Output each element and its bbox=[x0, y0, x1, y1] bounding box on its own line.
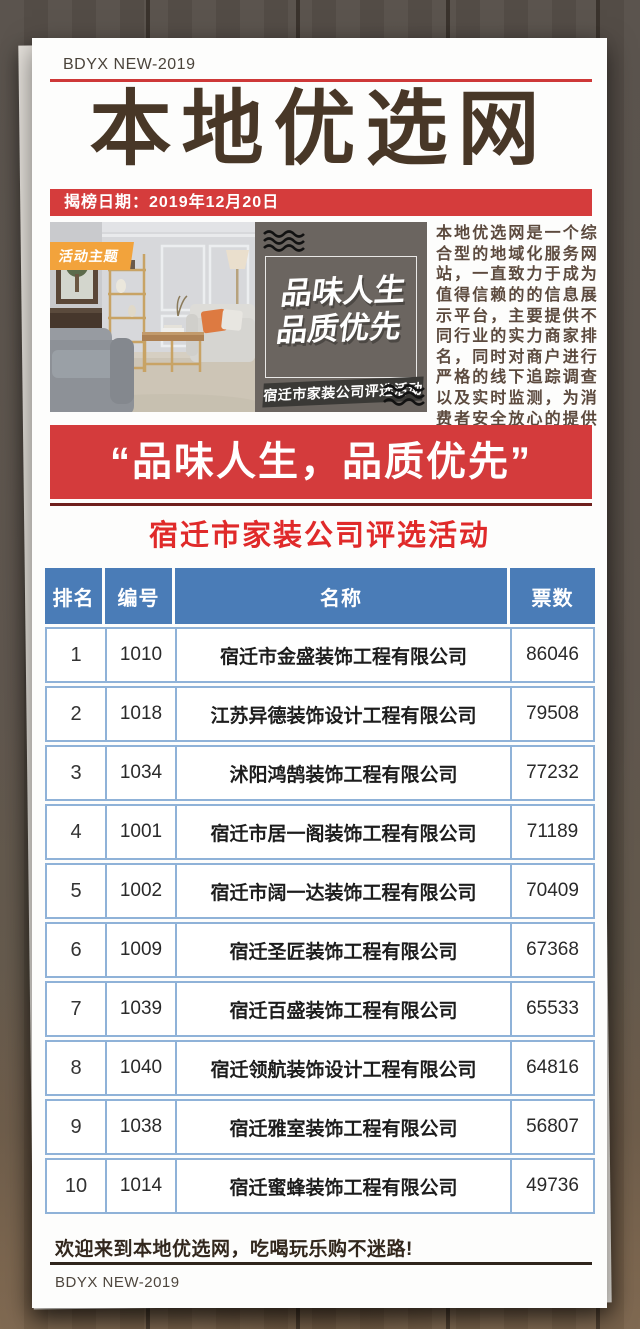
ranking-table: 排名 编号 名称 票数 1 1010 宿迁市金盛装饰工程有限公司 86046 2… bbox=[45, 565, 595, 1217]
cell-votes: 56807 bbox=[510, 1099, 595, 1155]
top-red-rule bbox=[50, 79, 592, 82]
cell-rank: 9 bbox=[45, 1099, 105, 1155]
cell-code: 1039 bbox=[105, 981, 175, 1037]
table-header-row: 排名 编号 名称 票数 bbox=[45, 568, 595, 624]
cell-name: 宿迁市金盛装饰工程有限公司 bbox=[175, 627, 510, 683]
cell-rank: 7 bbox=[45, 981, 105, 1037]
cell-code: 1038 bbox=[105, 1099, 175, 1155]
cell-votes: 70409 bbox=[510, 863, 595, 919]
cell-name: 沭阳鸿鹄装饰工程有限公司 bbox=[175, 745, 510, 801]
header-votes: 票数 bbox=[510, 568, 595, 624]
cell-votes: 65533 bbox=[510, 981, 595, 1037]
photo-tag: 活动主题 bbox=[50, 242, 134, 270]
cell-rank: 3 bbox=[45, 745, 105, 801]
overlay-slogan: 品味人生 品质优先 bbox=[250, 271, 432, 350]
cell-name: 宿迁市居一阁装饰工程有限公司 bbox=[175, 804, 510, 860]
cell-code: 1009 bbox=[105, 922, 175, 978]
cell-code: 1018 bbox=[105, 686, 175, 742]
bottom-dark-rule bbox=[50, 1262, 592, 1265]
cell-votes: 71189 bbox=[510, 804, 595, 860]
cell-name: 宿迁百盛装饰工程有限公司 bbox=[175, 981, 510, 1037]
slogan-banner: “品味人生，品质优先” bbox=[50, 425, 592, 499]
overlay-frame bbox=[265, 256, 417, 378]
living-room-photo: 活动主题 bbox=[50, 222, 255, 412]
welcome-line: 欢迎来到本地优选网，吃喝玩乐购不迷路! bbox=[55, 1239, 413, 1260]
cell-code: 1034 bbox=[105, 745, 175, 801]
cell-code: 1001 bbox=[105, 804, 175, 860]
cell-votes: 49736 bbox=[510, 1158, 595, 1214]
cell-votes: 64816 bbox=[510, 1040, 595, 1096]
table-row: 10 1014 宿迁蜜蜂装饰工程有限公司 49736 bbox=[45, 1158, 595, 1214]
cell-rank: 5 bbox=[45, 863, 105, 919]
site-title: 本地优选网 bbox=[89, 84, 550, 175]
table-row: 7 1039 宿迁百盛装饰工程有限公司 65533 bbox=[45, 981, 595, 1037]
table-row: 5 1002 宿迁市阔一达装饰工程有限公司 70409 bbox=[45, 863, 595, 919]
cell-name: 江苏异德装饰设计工程有限公司 bbox=[175, 686, 510, 742]
table-row: 8 1040 宿迁领航装饰设计工程有限公司 64816 bbox=[45, 1040, 595, 1096]
header-name: 名称 bbox=[175, 568, 510, 624]
table-row: 3 1034 沭阳鸿鹄装饰工程有限公司 77232 bbox=[45, 745, 595, 801]
cell-code: 1014 bbox=[105, 1158, 175, 1214]
cell-votes: 79508 bbox=[510, 686, 595, 742]
cell-rank: 10 bbox=[45, 1158, 105, 1214]
cell-name: 宿迁领航装饰设计工程有限公司 bbox=[175, 1040, 510, 1096]
cell-votes: 67368 bbox=[510, 922, 595, 978]
wavy-lines-icon bbox=[383, 384, 425, 406]
cell-name: 宿迁雅室装饰工程有限公司 bbox=[175, 1099, 510, 1155]
header-rank: 排名 bbox=[45, 568, 105, 624]
header-code: 编号 bbox=[105, 568, 175, 624]
table-row: 1 1010 宿迁市金盛装饰工程有限公司 86046 bbox=[45, 627, 595, 683]
poster-paper: BDYX NEW-2019 本地优选网 揭榜日期：2019年12月20日 bbox=[32, 38, 607, 1308]
overlay-slogan-line1: 品味人生 bbox=[278, 271, 408, 312]
cell-name: 宿迁蜜蜂装饰工程有限公司 bbox=[175, 1158, 510, 1214]
cell-code: 1040 bbox=[105, 1040, 175, 1096]
maroon-rule bbox=[50, 503, 592, 506]
orange-pillow bbox=[200, 308, 228, 334]
cell-code: 1002 bbox=[105, 863, 175, 919]
cell-votes: 86046 bbox=[510, 627, 595, 683]
table-row: 4 1001 宿迁市居一阁装饰工程有限公司 71189 bbox=[45, 804, 595, 860]
cell-votes: 77232 bbox=[510, 745, 595, 801]
coffee-table bbox=[142, 332, 204, 341]
cell-name: 宿迁圣匠装饰工程有限公司 bbox=[175, 922, 510, 978]
cell-rank: 8 bbox=[45, 1040, 105, 1096]
brand-top: BDYX NEW-2019 bbox=[63, 56, 196, 73]
wavy-lines-icon bbox=[263, 230, 305, 252]
table-row: 6 1009 宿迁圣匠装饰工程有限公司 67368 bbox=[45, 922, 595, 978]
cell-code: 1010 bbox=[105, 627, 175, 683]
slogan-overlay-box: 品味人生 品质优先 宿迁市家装公司评选活动 bbox=[255, 222, 427, 412]
cell-rank: 6 bbox=[45, 922, 105, 978]
cell-name: 宿迁市阔一达装饰工程有限公司 bbox=[175, 863, 510, 919]
floor-lamp-shade bbox=[226, 250, 249, 269]
overlay-slogan-line2: 品质优先 bbox=[274, 308, 404, 348]
brand-bottom: BDYX NEW-2019 bbox=[55, 1274, 180, 1291]
cell-rank: 4 bbox=[45, 804, 105, 860]
media-strip: 活动主题 品味人生 品质优先 宿迁市家装公司评选活动 bbox=[50, 222, 597, 448]
table-row: 2 1018 江苏异德装饰设计工程有限公司 79508 bbox=[45, 686, 595, 742]
cell-rank: 2 bbox=[45, 686, 105, 742]
table-row: 9 1038 宿迁雅室装饰工程有限公司 56807 bbox=[45, 1099, 595, 1155]
reveal-date-bar: 揭榜日期：2019年12月20日 bbox=[50, 189, 592, 216]
cell-rank: 1 bbox=[45, 627, 105, 683]
site-description: 本地优选网是一个综合型的地域化服务网站，一直致力于成为值得信赖的的信息展示平台，… bbox=[436, 225, 597, 448]
activity-title: 宿迁市家装公司评选活动 bbox=[148, 520, 490, 552]
